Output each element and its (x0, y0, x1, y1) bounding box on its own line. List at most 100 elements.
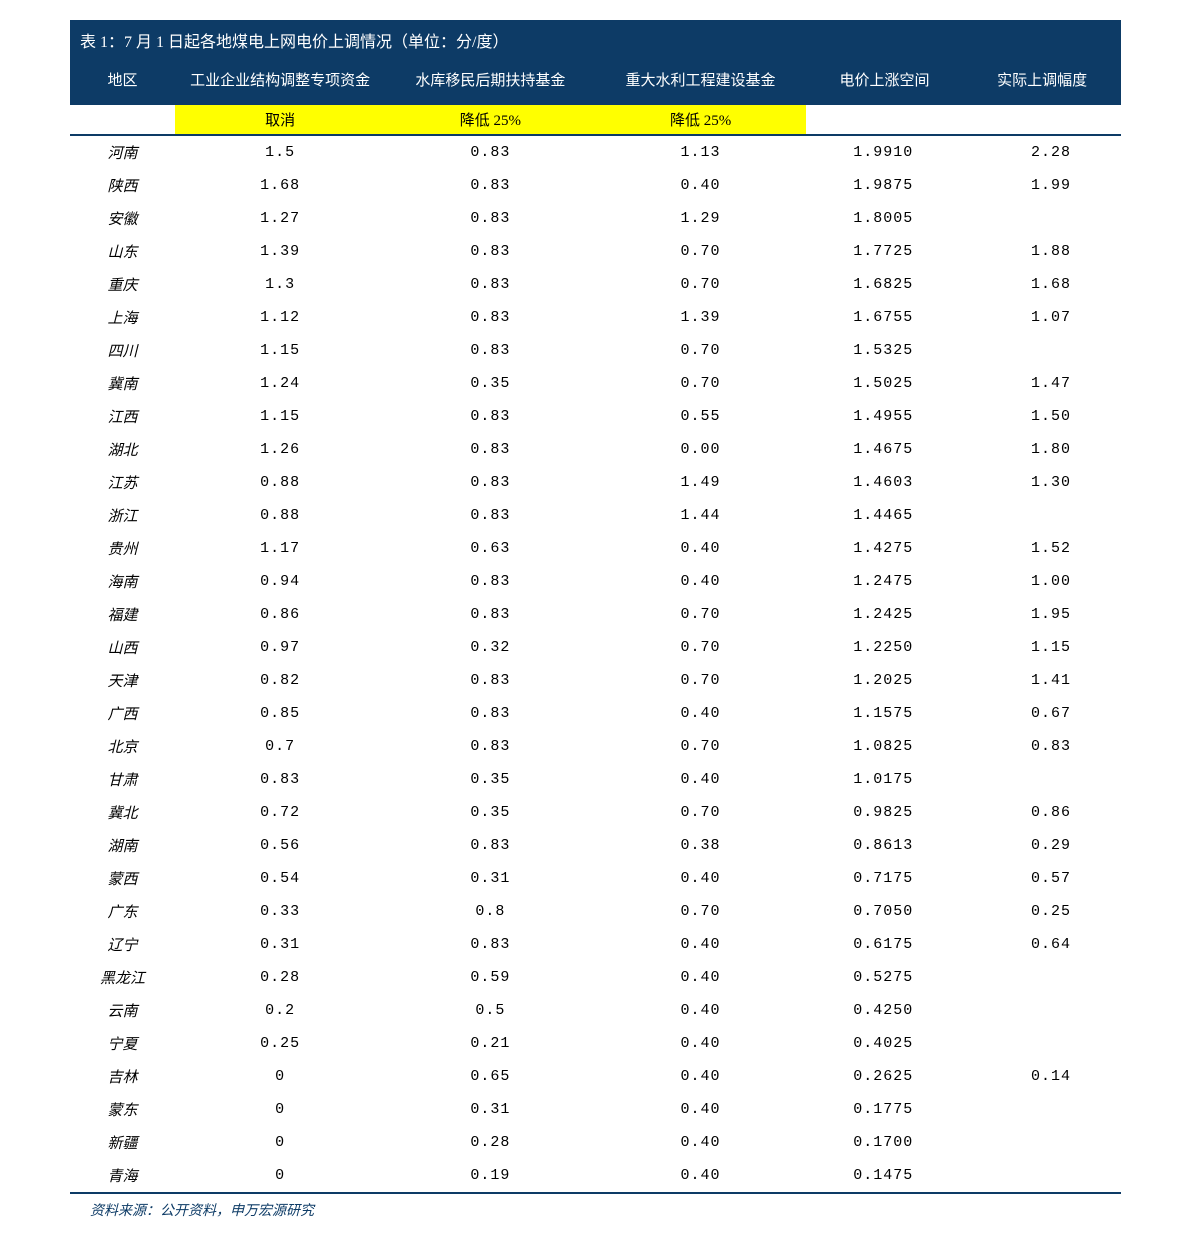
table-cell: 0.83 (385, 598, 595, 631)
table-cell: 0.85 (175, 697, 385, 730)
table-cell: 0.65 (385, 1060, 595, 1093)
table-cell: 1.50 (963, 400, 1121, 433)
table-cell: 0.82 (175, 664, 385, 697)
table-row: 甘肃0.830.350.401.0175 (70, 763, 1121, 796)
table-cell: 1.47 (963, 367, 1121, 400)
table-cell: 0.67 (963, 697, 1121, 730)
table-cell (963, 1126, 1121, 1159)
table-cell: 0.54 (175, 862, 385, 895)
table-cell: 0.83 (963, 730, 1121, 763)
table-cell: 1.80 (963, 433, 1121, 466)
table-cell: 0.83 (385, 466, 595, 499)
table-cell: 2.28 (963, 135, 1121, 169)
table-cell: 1.15 (963, 631, 1121, 664)
table-cell: 1.44 (595, 499, 805, 532)
table-cell: 0.14 (963, 1060, 1121, 1093)
table-cell: 0.31 (385, 862, 595, 895)
col-water-project: 重大水利工程建设基金 (595, 58, 805, 105)
table-cell: 0.70 (595, 664, 805, 697)
table-cell: 陕西 (70, 169, 175, 202)
table-row: 天津0.820.830.701.20251.41 (70, 664, 1121, 697)
table-cell: 1.52 (963, 532, 1121, 565)
table-row: 新疆00.280.400.1700 (70, 1126, 1121, 1159)
table-cell: 1.0175 (806, 763, 964, 796)
table-cell: 浙江 (70, 499, 175, 532)
table-row: 宁夏0.250.210.400.4025 (70, 1027, 1121, 1060)
table-row: 蒙西0.540.310.400.71750.57 (70, 862, 1121, 895)
table-cell: 1.4675 (806, 433, 964, 466)
table-sub-header-row: 取消 降低 25% 降低 25% (70, 105, 1121, 135)
table-cell: 0.1775 (806, 1093, 964, 1126)
table-cell: 福建 (70, 598, 175, 631)
table-cell: 0.40 (595, 697, 805, 730)
table-title: 表 1：7 月 1 日起各地煤电上网电价上调情况（单位：分/度） (70, 20, 1121, 58)
table-cell: 0.00 (595, 433, 805, 466)
table-cell: 0.40 (595, 961, 805, 994)
table-cell: 0.2 (175, 994, 385, 1027)
sub-reduce-2: 降低 25% (595, 105, 805, 135)
table-cell: 0.38 (595, 829, 805, 862)
table-cell: 0.5275 (806, 961, 964, 994)
table-cell: 1.7725 (806, 235, 964, 268)
table-cell: 0.8 (385, 895, 595, 928)
table-cell: 1.2475 (806, 565, 964, 598)
table-cell: 0.28 (385, 1126, 595, 1159)
table-cell: 1.99 (963, 169, 1121, 202)
table-row: 湖南0.560.830.380.86130.29 (70, 829, 1121, 862)
table-cell: 河南 (70, 135, 175, 169)
table-cell: 0.33 (175, 895, 385, 928)
table-cell (963, 1093, 1121, 1126)
table-cell: 0.35 (385, 763, 595, 796)
table-cell: 0.70 (595, 796, 805, 829)
table-cell: 1.30 (963, 466, 1121, 499)
table-cell: 1.6825 (806, 268, 964, 301)
table-row: 黑龙江0.280.590.400.5275 (70, 961, 1121, 994)
table-row: 湖北1.260.830.001.46751.80 (70, 433, 1121, 466)
table-cell: 0.83 (385, 301, 595, 334)
table-cell: 0.25 (175, 1027, 385, 1060)
table-cell: 0.83 (385, 400, 595, 433)
table-cell: 0.35 (385, 367, 595, 400)
table-row: 福建0.860.830.701.24251.95 (70, 598, 1121, 631)
table-cell: 0.28 (175, 961, 385, 994)
table-cell: 0.70 (595, 268, 805, 301)
table-cell: 1.5025 (806, 367, 964, 400)
table-cell: 0.70 (595, 367, 805, 400)
table-cell: 新疆 (70, 1126, 175, 1159)
table-cell: 1.39 (175, 235, 385, 268)
table-cell: 0.32 (385, 631, 595, 664)
table-cell: 1.15 (175, 334, 385, 367)
table-cell: 1.00 (963, 565, 1121, 598)
table-cell: 0.7050 (806, 895, 964, 928)
table-row: 吉林00.650.400.26250.14 (70, 1060, 1121, 1093)
table-cell: 0.64 (963, 928, 1121, 961)
table-cell: 0.94 (175, 565, 385, 598)
table-cell: 1.13 (595, 135, 805, 169)
table-cell: 1.6755 (806, 301, 964, 334)
table-cell: 0.4025 (806, 1027, 964, 1060)
col-price-space: 电价上涨空间 (806, 58, 964, 105)
table-cell: 湖南 (70, 829, 175, 862)
table-cell: 江苏 (70, 466, 175, 499)
table-cell: 冀北 (70, 796, 175, 829)
table-cell: 0.86 (175, 598, 385, 631)
table-cell: 0.83 (385, 268, 595, 301)
table-cell (963, 1027, 1121, 1060)
table-cell: 1.4955 (806, 400, 964, 433)
sub-reduce-1: 降低 25% (385, 105, 595, 135)
table-row: 广东0.330.80.700.70500.25 (70, 895, 1121, 928)
table-cell: 0.9825 (806, 796, 964, 829)
table-cell: 0.83 (385, 135, 595, 169)
table-cell: 0.70 (595, 235, 805, 268)
table-cell (963, 763, 1121, 796)
table-cell: 0.88 (175, 466, 385, 499)
table-row: 云南0.20.50.400.4250 (70, 994, 1121, 1027)
table-cell: 1.9910 (806, 135, 964, 169)
table-cell: 0.57 (963, 862, 1121, 895)
table-cell: 0.25 (963, 895, 1121, 928)
table-cell: 江西 (70, 400, 175, 433)
col-reservoir: 水库移民后期扶持基金 (385, 58, 595, 105)
table-cell: 0.31 (385, 1093, 595, 1126)
table-cell: 0.70 (595, 631, 805, 664)
table-cell: 1.07 (963, 301, 1121, 334)
